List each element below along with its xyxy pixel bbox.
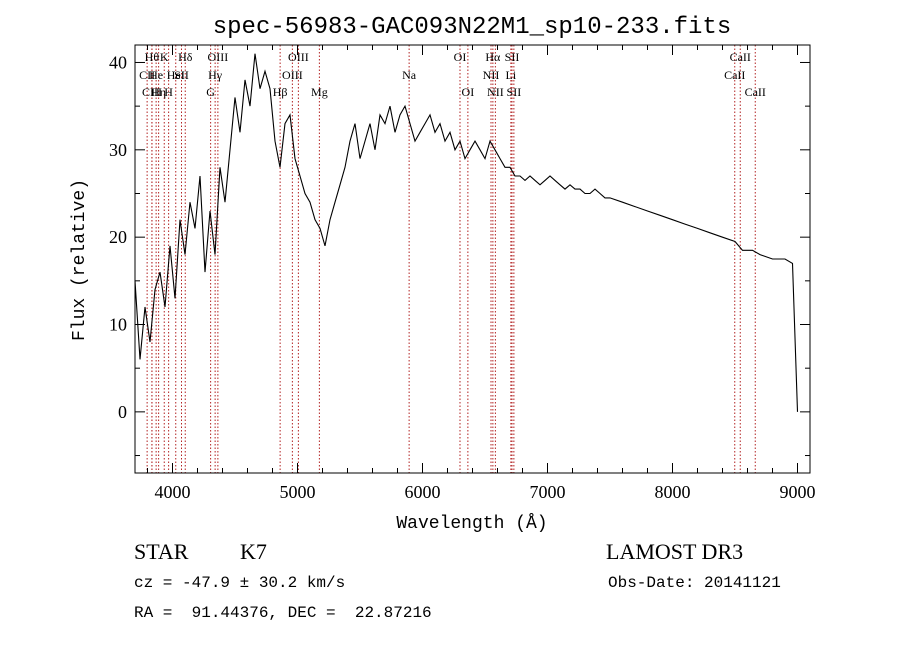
object-subclass: K7: [240, 539, 267, 564]
spectral-line-label: CaII: [724, 68, 745, 82]
x-tick-label: 7000: [530, 482, 566, 502]
spectral-line-label: Li: [506, 68, 517, 82]
spectral-line-label: G: [206, 85, 215, 99]
x-tick-label: 5000: [280, 482, 316, 502]
x-axis-label: Wavelength (Å): [396, 513, 547, 534]
x-tick-label: 6000: [405, 482, 441, 502]
spectral-line-markers: [146, 45, 756, 473]
y-tick-label: 10: [109, 315, 127, 335]
spectral-line-label: NII: [487, 85, 504, 99]
spectral-line-label: OIII: [288, 50, 309, 64]
spectral-line-label: OIII: [208, 50, 229, 64]
spectral-line-label: K: [160, 50, 169, 64]
spectral-line-label: Na: [402, 68, 417, 82]
observation-date: Obs-Date: 20141121: [608, 574, 781, 592]
spectral-line-label: Mg: [311, 85, 328, 99]
survey-name: LAMOST DR3: [606, 539, 744, 564]
spectral-line-label: NII: [483, 68, 500, 82]
spectral-line-label: OI: [462, 85, 475, 99]
spectral-line-label: CaII: [730, 50, 751, 64]
y-axis-ticks: 0 10 20 30 40: [109, 52, 810, 457]
spectral-line-label: OIII: [282, 68, 303, 82]
spectrum-line: [134, 53, 799, 412]
spectral-line-label: CaII: [745, 85, 766, 99]
spectral-line-label: HeI: [167, 68, 185, 82]
x-axis-ticks: 4000 5000 6000 7000 8000 9000: [147, 45, 816, 502]
x-tick-label: 8000: [655, 482, 691, 502]
spectral-line-labels: CIIHθCIIIHeHηKHHeISIIHδGHγOIIIHβOIIIOIII…: [139, 50, 766, 99]
spectral-line-label: CII: [139, 68, 155, 82]
spectral-line-label: CIII: [142, 85, 162, 99]
spectral-line-label: He: [149, 68, 163, 82]
spectral-line-label: SII: [505, 50, 520, 64]
spectral-line-label: Hθ: [145, 50, 160, 64]
redshift-cz: cz = -47.9 ± 30.2 km/s: [134, 574, 346, 592]
y-tick-label: 0: [118, 402, 127, 422]
spectral-line-label: Hα: [485, 50, 501, 64]
chart-title: spec-56983-GAC093N22M1_sp10-233.fits: [213, 14, 731, 41]
spectral-line-label: Hβ: [273, 85, 288, 99]
spectral-line-label: Hδ: [178, 50, 193, 64]
spectral-line-label: SII: [174, 68, 189, 82]
spectral-line-label: OI: [454, 50, 467, 64]
spectral-line-label: SII: [507, 85, 522, 99]
spectral-line-label: Hγ: [208, 68, 223, 82]
x-tick-label: 9000: [780, 482, 816, 502]
y-tick-label: 20: [109, 227, 127, 247]
y-tick-label: 30: [109, 140, 127, 160]
x-tick-label: 4000: [155, 482, 191, 502]
spectral-line-label: Hη: [151, 85, 166, 99]
y-axis-label: Flux (relative): [70, 179, 90, 341]
y-tick-label: 40: [109, 52, 127, 72]
object-class: STAR: [134, 539, 189, 564]
spectral-line-label: H: [164, 85, 173, 99]
ra-dec-coordinates: RA = 91.44376, DEC = 22.87216: [134, 604, 432, 622]
